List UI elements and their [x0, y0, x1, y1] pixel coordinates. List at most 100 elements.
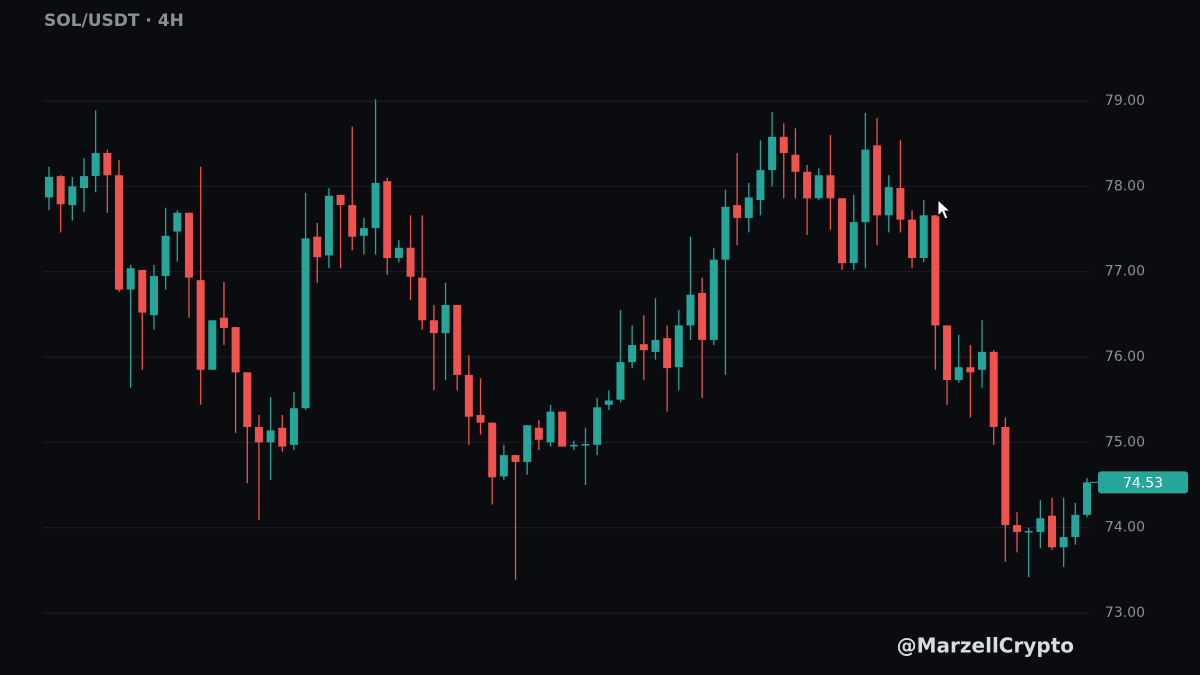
candle-body — [674, 325, 683, 368]
candle-body — [231, 327, 240, 373]
candle-body — [114, 175, 123, 290]
y-tick-label: 76.00 — [1105, 349, 1145, 365]
candle-body — [698, 292, 707, 340]
candle-body — [861, 149, 870, 223]
candle-body — [1048, 515, 1057, 548]
candle-body — [849, 222, 858, 264]
candle-body — [639, 344, 648, 351]
candle-body — [278, 427, 287, 447]
candle-body — [208, 320, 217, 370]
candles: 74.53 — [45, 99, 1188, 580]
candle-body — [56, 176, 65, 205]
candle-body — [733, 205, 742, 218]
candle-body — [499, 455, 508, 477]
candle-body — [243, 372, 252, 427]
candle-body — [628, 345, 637, 363]
candle-body — [126, 268, 135, 290]
candle-body — [1001, 426, 1010, 526]
candle-body — [826, 175, 835, 199]
y-tick-label: 74.00 — [1105, 520, 1145, 536]
candle-body — [173, 212, 182, 232]
candle-body — [569, 444, 578, 447]
candle-body — [1024, 531, 1033, 533]
candle-body — [779, 136, 788, 154]
candle-body — [721, 206, 730, 260]
candle-body — [254, 426, 263, 443]
y-tick-label: 79.00 — [1105, 93, 1145, 109]
candle-body — [546, 411, 555, 443]
candle-body — [289, 408, 298, 445]
candle-body — [324, 195, 333, 256]
candle-body — [184, 212, 193, 278]
watermark: @MarzellCrypto — [897, 634, 1074, 658]
candle-body — [943, 325, 952, 381]
candle-body — [791, 154, 800, 172]
candle-body — [686, 294, 695, 326]
candle-body — [838, 198, 847, 264]
candle-body — [534, 427, 543, 440]
candle-body — [581, 444, 590, 446]
candle-body — [1083, 482, 1091, 515]
candle-body — [394, 247, 403, 259]
grid: 73.00 74.00 75.00 76.00 77.00 78.00 79.00 — [44, 93, 1145, 621]
chart-title: SOL/USDT · 4H — [44, 11, 184, 31]
candle-body — [453, 304, 462, 375]
candle-body — [161, 235, 170, 276]
candle-body — [313, 236, 322, 258]
candle-body — [441, 304, 450, 334]
candle-body — [429, 320, 438, 334]
candle-body — [406, 247, 415, 277]
candle-body — [1036, 518, 1045, 532]
candle-body — [966, 367, 975, 373]
candle-body — [103, 153, 112, 176]
candle-body — [768, 136, 777, 171]
candle-body — [219, 317, 228, 328]
candle-body — [383, 181, 392, 259]
candle-body — [604, 400, 613, 405]
candle-body — [709, 259, 718, 340]
candle-body — [511, 455, 520, 462]
candle-body — [954, 367, 963, 381]
candle-body — [978, 351, 987, 370]
candle-body — [488, 422, 497, 478]
candle-body — [476, 415, 485, 423]
candle-body — [348, 205, 357, 237]
candle-body — [558, 411, 567, 447]
candle-body — [45, 176, 53, 198]
y-tick-label: 75.00 — [1105, 434, 1145, 450]
candle-body — [91, 153, 100, 177]
candle-body — [359, 228, 368, 236]
candle-body — [919, 215, 928, 259]
cursor — [937, 198, 952, 220]
candle-body — [744, 197, 753, 218]
last-price-label: 74.53 — [1123, 475, 1163, 491]
candle-body — [196, 280, 205, 370]
candle-body — [989, 351, 998, 427]
candle-body — [418, 277, 427, 321]
candle-body — [138, 269, 147, 313]
candle-body — [79, 176, 88, 189]
candle-body — [908, 219, 917, 259]
candle-body — [651, 339, 660, 352]
y-tick-label: 77.00 — [1105, 264, 1145, 280]
candle-body — [266, 430, 275, 443]
candle-body — [616, 362, 625, 400]
candle-body — [931, 215, 940, 326]
last-price-tag — [1098, 471, 1188, 494]
candle-body — [896, 188, 905, 220]
y-tick-label: 73.00 — [1105, 605, 1145, 621]
candle-body — [756, 170, 765, 200]
candle-body — [884, 187, 893, 216]
candle-body — [593, 407, 602, 445]
candle-body — [663, 338, 672, 369]
candle-body — [464, 374, 473, 417]
y-tick-label: 78.00 — [1105, 178, 1145, 194]
candle-body — [1059, 537, 1068, 548]
candle-body — [873, 145, 882, 216]
candle-body — [68, 186, 77, 206]
candle-body — [803, 171, 812, 199]
candle-body — [301, 238, 310, 409]
candle-body — [1071, 514, 1080, 538]
candle-body — [336, 194, 345, 206]
